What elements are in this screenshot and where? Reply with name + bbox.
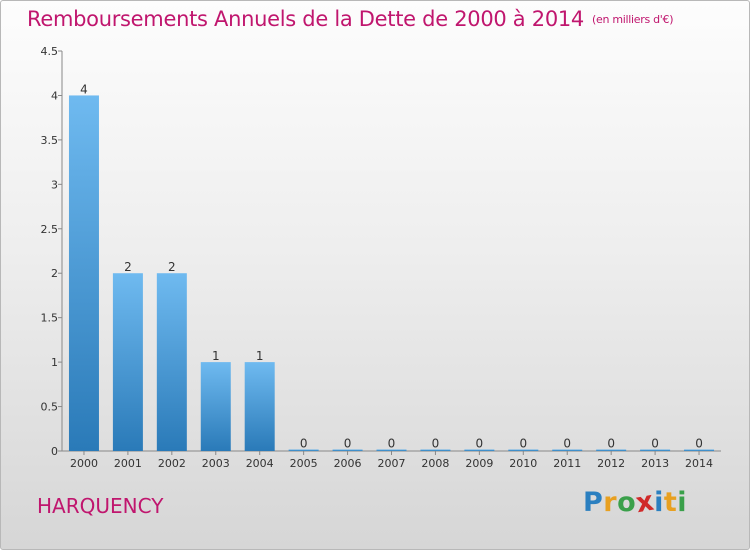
y-tick-label: 3.5 — [41, 134, 59, 147]
bar — [552, 449, 583, 451]
bars — [68, 95, 715, 451]
logo-letter: P — [583, 487, 604, 518]
value-label: 1 — [212, 349, 220, 363]
y-tick-label: 1.5 — [41, 312, 59, 325]
value-labels: 4 2 2 1 1 0 0 0 0 0 0 0 0 0 0 — [80, 82, 703, 450]
bar — [112, 273, 143, 451]
x-tick-label: 2003 — [202, 457, 230, 470]
y-tick-label: 0.5 — [41, 401, 59, 414]
x-tick-label: 2004 — [246, 457, 274, 470]
y-axis: 0 0.5 1 1.5 2 2.5 3 3.5 4 4.5 — [41, 45, 63, 458]
bar — [156, 273, 187, 451]
y-tick-label: 1 — [51, 356, 58, 369]
logo-letter: i — [677, 487, 688, 518]
title-text: Remboursements Annuels de la Dette de 20… — [27, 7, 584, 31]
proxiti-logo[interactable]: Proxiti — [583, 486, 688, 520]
value-label: 0 — [695, 437, 703, 451]
bar — [68, 95, 99, 451]
y-tick-label: 4.5 — [41, 45, 59, 58]
value-label: 2 — [124, 260, 132, 274]
bar — [376, 449, 407, 451]
value-label: 0 — [563, 437, 571, 451]
x-tick-label: 2010 — [509, 457, 537, 470]
bar — [420, 449, 451, 451]
chart-title: Remboursements Annuels de la Dette de 20… — [27, 7, 673, 31]
y-tick-label: 4 — [51, 89, 58, 102]
value-label: 0 — [344, 437, 352, 451]
bar — [640, 449, 671, 451]
x-tick-label: 2013 — [641, 457, 669, 470]
y-tick-label: 0 — [51, 445, 58, 458]
value-label: 4 — [80, 82, 88, 96]
x-tick-label: 2001 — [114, 457, 142, 470]
value-label: 0 — [300, 437, 308, 451]
x-tick-label: 2012 — [597, 457, 625, 470]
x-tick-label: 2008 — [421, 457, 449, 470]
x-tick-label: 2009 — [465, 457, 493, 470]
bar — [596, 449, 627, 451]
place-name: HARQUENCY — [37, 494, 164, 518]
bar — [244, 362, 275, 451]
x-tick-label: 2000 — [70, 457, 98, 470]
chart-subtitle: (en milliers d'€) — [592, 13, 674, 26]
value-label: 0 — [519, 437, 527, 451]
x-tick-label: 2011 — [553, 457, 581, 470]
bar — [288, 449, 319, 451]
y-tick-label: 2 — [51, 267, 58, 280]
value-label: 2 — [168, 260, 176, 274]
logo-letter: t — [663, 487, 678, 518]
value-label: 1 — [256, 349, 264, 363]
x-tick-label: 2002 — [158, 457, 186, 470]
y-tick-label: 3 — [51, 178, 58, 191]
x-tick-label: 2006 — [334, 457, 362, 470]
x-tick-label: 2005 — [290, 457, 318, 470]
value-label: 0 — [607, 437, 615, 451]
y-tick-label: 2.5 — [41, 223, 59, 236]
bar — [332, 449, 363, 451]
logo-letter: i — [654, 487, 664, 518]
logo-letter: r — [603, 487, 618, 518]
value-label: 0 — [432, 437, 440, 451]
bar — [684, 449, 715, 451]
logo-letter: o — [617, 487, 637, 518]
value-label: 0 — [388, 437, 396, 451]
bar — [200, 362, 231, 451]
value-label: 0 — [651, 437, 659, 451]
x-tick-label: 2014 — [685, 457, 713, 470]
x-tick-label: 2007 — [378, 457, 406, 470]
value-label: 0 — [476, 437, 484, 451]
bar — [464, 449, 495, 451]
bar — [508, 449, 539, 451]
x-axis: 2000 2001 2002 2003 2004 2005 2006 2007 2008 2009… — [62, 450, 721, 470]
